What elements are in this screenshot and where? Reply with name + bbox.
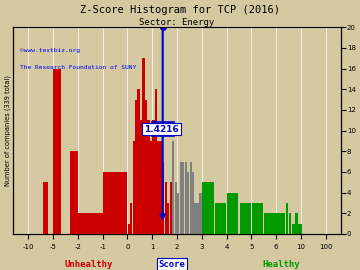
Bar	[53, 69, 61, 234]
Bar	[180, 162, 182, 234]
Bar	[138, 89, 140, 234]
Text: Z-Score Histogram for TCP (2016): Z-Score Histogram for TCP (2016)	[80, 5, 280, 15]
Bar	[78, 213, 103, 234]
Bar	[264, 213, 275, 234]
Bar	[295, 213, 298, 234]
Bar	[283, 213, 285, 234]
Bar	[182, 162, 184, 234]
Title: Sector: Energy: Sector: Energy	[139, 18, 215, 27]
Bar	[155, 89, 157, 234]
Bar	[177, 193, 179, 234]
Text: Healthy: Healthy	[263, 260, 301, 269]
Bar	[175, 182, 177, 234]
Bar	[185, 162, 187, 234]
Bar	[170, 182, 172, 234]
Bar	[227, 193, 238, 234]
Bar	[252, 203, 263, 234]
Bar	[279, 213, 282, 234]
Bar	[187, 172, 189, 234]
Bar	[215, 203, 226, 234]
Bar	[194, 203, 197, 234]
Bar	[152, 120, 154, 234]
Bar	[43, 182, 48, 234]
Y-axis label: Number of companies (339 total): Number of companies (339 total)	[4, 75, 11, 186]
Bar	[202, 182, 213, 234]
Bar	[145, 100, 147, 234]
Bar	[69, 151, 78, 234]
Text: ©www.textbiz.org: ©www.textbiz.org	[20, 48, 80, 53]
Bar	[165, 182, 167, 234]
Bar	[285, 203, 288, 234]
Bar	[199, 193, 202, 234]
Bar	[240, 203, 251, 234]
Bar	[292, 224, 294, 234]
Bar	[298, 224, 301, 234]
Text: Unhealthy: Unhealthy	[65, 260, 113, 269]
Bar	[103, 172, 127, 234]
Bar	[130, 203, 132, 234]
Bar	[140, 120, 142, 234]
Text: Score: Score	[158, 260, 185, 269]
Bar	[143, 58, 145, 234]
Text: The Research Foundation of SUNY: The Research Foundation of SUNY	[20, 65, 136, 70]
Bar	[147, 120, 150, 234]
Bar	[162, 162, 165, 234]
Bar	[157, 141, 159, 234]
Bar	[135, 100, 137, 234]
Bar	[167, 203, 170, 234]
Bar	[192, 172, 194, 234]
Bar	[127, 224, 130, 234]
Bar	[172, 141, 174, 234]
Bar	[189, 162, 192, 234]
Bar	[160, 141, 162, 234]
Bar	[289, 213, 292, 234]
Text: 1.4216: 1.4216	[144, 124, 179, 134]
Bar	[132, 141, 135, 234]
Bar	[150, 141, 152, 234]
Bar	[276, 213, 279, 234]
Bar	[197, 203, 199, 234]
